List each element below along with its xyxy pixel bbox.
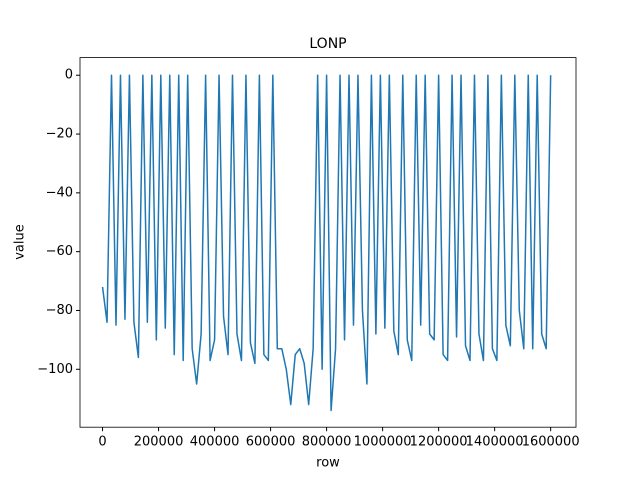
y-tick-label: −100 bbox=[37, 362, 73, 377]
x-tick-label: 1600000 bbox=[522, 435, 580, 450]
y-tick-label: −80 bbox=[46, 303, 73, 318]
x-tick-label: 0 bbox=[98, 435, 106, 450]
chart-title: LONP bbox=[309, 36, 346, 52]
y-tick-label: −20 bbox=[46, 127, 73, 142]
y-tick-label: −40 bbox=[46, 185, 73, 200]
x-tick-label: 1000000 bbox=[354, 435, 412, 450]
x-tick-label: 400000 bbox=[190, 435, 240, 450]
y-tick-label: 0 bbox=[65, 68, 73, 83]
x-tick-label: 1400000 bbox=[466, 435, 524, 450]
x-tick-label: 200000 bbox=[134, 435, 184, 450]
x-axis-label: row bbox=[316, 456, 340, 471]
y-axis-label: value bbox=[13, 224, 28, 260]
x-tick-label: 800000 bbox=[302, 435, 352, 450]
x-tick-label: 600000 bbox=[246, 435, 296, 450]
x-tick-label: 1200000 bbox=[410, 435, 468, 450]
y-tick-label: −60 bbox=[46, 244, 73, 259]
plot-frame bbox=[79, 57, 577, 428]
data-line bbox=[101, 74, 552, 412]
